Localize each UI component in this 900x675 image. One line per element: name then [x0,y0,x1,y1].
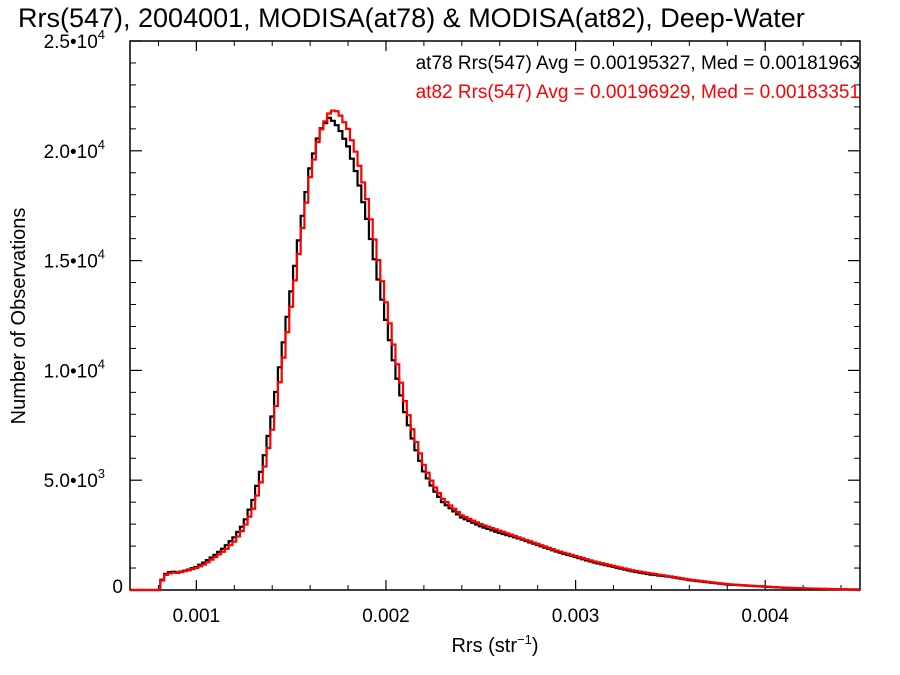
y-tick-exponent: 4 [98,27,105,42]
y-tick-label: 2.0•104 [44,137,105,163]
series-at78-step-line [130,116,860,592]
y-tick-mantissa: 2.5•10 [44,32,98,53]
x-axis-label-main: Rrs (str [451,635,517,657]
x-tick-label: 0.003 [552,606,600,627]
x-axis-label-sup: −1 [517,632,532,647]
series-at82-step-line [130,109,860,592]
x-tick-label: 0.002 [362,606,410,627]
y-tick-label: 1.5•104 [44,247,105,273]
legend-at78: at78 Rrs(547) Avg = 0.00195327, Med = 0.… [416,53,860,74]
x-axis-label: Rrs (str−1) [451,632,538,657]
y-tick-label: 1.0•104 [44,356,105,382]
y-tick-exponent: 3 [98,466,105,481]
y-tick-label: 2.5•104 [44,27,105,53]
series-group [130,109,860,592]
x-tick-label: 0.001 [173,606,221,627]
y-tick-mantissa: 0 [112,577,123,598]
y-tick-mantissa: 2.0•10 [44,142,98,163]
x-axis-label-close: ) [532,635,539,657]
y-tick-exponent: 4 [98,137,105,152]
y-tick-label: 0 [112,577,123,598]
y-axis-label: Number of Observations [8,208,30,425]
plot-frame [129,40,861,591]
x-tick-label: 0.004 [741,606,789,627]
y-tick-label: 5.0•103 [44,466,105,492]
y-tick-exponent: 4 [98,356,105,371]
x-axis: 0.001 0.002 0.003 0.004 [157,41,842,627]
y-tick-mantissa: 5.0•10 [44,471,98,492]
y-tick-exponent: 4 [98,247,105,262]
y-tick-mantissa: 1.5•10 [44,252,98,273]
chart-title: Rrs(547), 2004001, MODISA(at78) & MODISA… [18,3,805,33]
legend-at82: at82 Rrs(547) Avg = 0.00196929, Med = 0.… [416,82,860,103]
y-tick-mantissa: 1.0•10 [44,361,98,382]
